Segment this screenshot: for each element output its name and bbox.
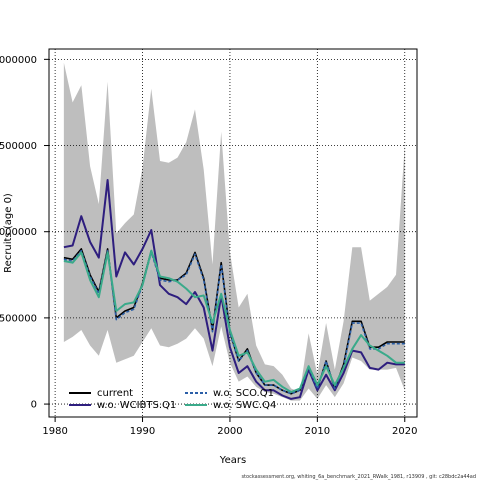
x-tick-label: 2010 [305,426,330,437]
confidence-band-layer [63,62,405,401]
series-line [63,249,405,393]
y-axis-label: Recruits (age 0) [3,193,14,273]
y-tick-label: 1000000 [0,227,37,238]
x-tick-label: 1980 [42,426,67,437]
y-tick-label: 2000000 [0,55,37,66]
y-tick-label: 500000 [0,313,37,324]
series-line [63,179,405,400]
confidence-band [63,62,405,401]
legend-label: current [97,388,133,399]
legend-label: w.o. SWC.Q4 [213,400,276,411]
axis-layer: 1980 1990 2000 2010 2020 0 500000 1000000 150000… [0,55,417,437]
series-line [63,249,405,395]
plot-frame [48,48,418,418]
x-tick-label: 2000 [217,426,242,437]
grid-layer [49,49,417,417]
x-axis-label: Years [219,455,246,466]
footnote: stockassessment.org, whiting_6a_benchmar… [241,474,476,480]
x-tick-label: 2020 [392,426,417,437]
legend-label: w.o. SCO.Q1 [213,388,274,399]
y-tick-label: 0 [31,400,37,411]
series-layer [63,179,405,400]
y-tick-label: 1500000 [0,141,37,152]
legend-label: w.o. WCIBTS.Q1 [97,400,176,411]
x-tick-label: 1990 [130,426,155,437]
